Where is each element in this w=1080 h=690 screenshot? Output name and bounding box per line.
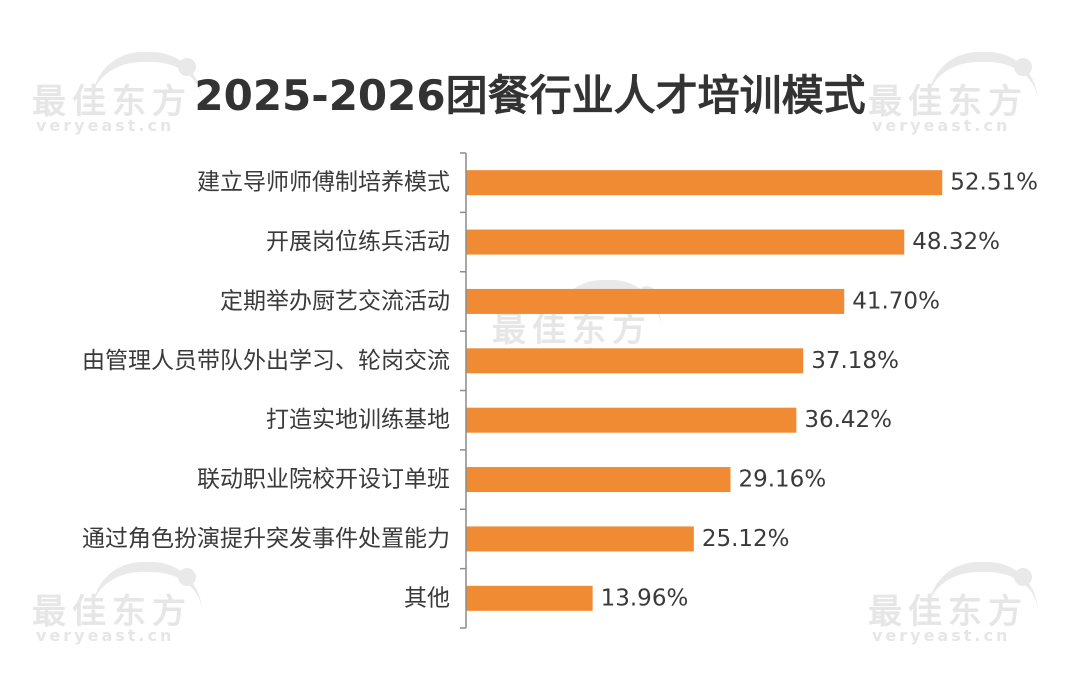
bar xyxy=(466,170,943,196)
bar xyxy=(466,288,845,314)
chart-title: 2025-2026团餐行业人才培训模式 xyxy=(194,71,866,120)
bar xyxy=(466,348,804,374)
bar xyxy=(466,585,593,611)
category-label: 通过角色扮演提升突发事件处置能力 xyxy=(82,526,450,552)
category-label: 联动职业院校开设订单班 xyxy=(197,467,450,493)
category-label: 开展岗位练兵活动 xyxy=(266,229,450,255)
value-label: 48.32% xyxy=(912,229,1000,255)
bar xyxy=(466,229,905,255)
value-label: 37.18% xyxy=(811,348,899,374)
value-label: 25.12% xyxy=(702,526,790,552)
category-label: 打造实地训练基地 xyxy=(266,407,450,433)
category-label: 定期举办厨艺交流活动 xyxy=(220,288,450,314)
category-label: 建立导师师傅制培养模式 xyxy=(197,170,450,196)
axis-layer xyxy=(460,152,467,629)
labels-layer: 建立导师师傅制培养模式 52.51% 开展岗位练兵活动 48.32% 定期举办厨艺交流活… xyxy=(82,170,1038,612)
category-label: 其他 xyxy=(404,585,450,611)
bar xyxy=(466,407,797,433)
bar xyxy=(466,467,731,493)
value-label: 29.16% xyxy=(738,467,826,493)
value-label: 52.51% xyxy=(950,170,1038,196)
value-label: 13.96% xyxy=(601,585,689,611)
bars-layer xyxy=(466,170,943,611)
value-label: 36.42% xyxy=(804,407,892,433)
bar xyxy=(466,526,694,552)
value-label: 41.70% xyxy=(852,288,940,314)
category-label: 由管理人员带队外出学习、轮岗交流 xyxy=(82,348,450,374)
